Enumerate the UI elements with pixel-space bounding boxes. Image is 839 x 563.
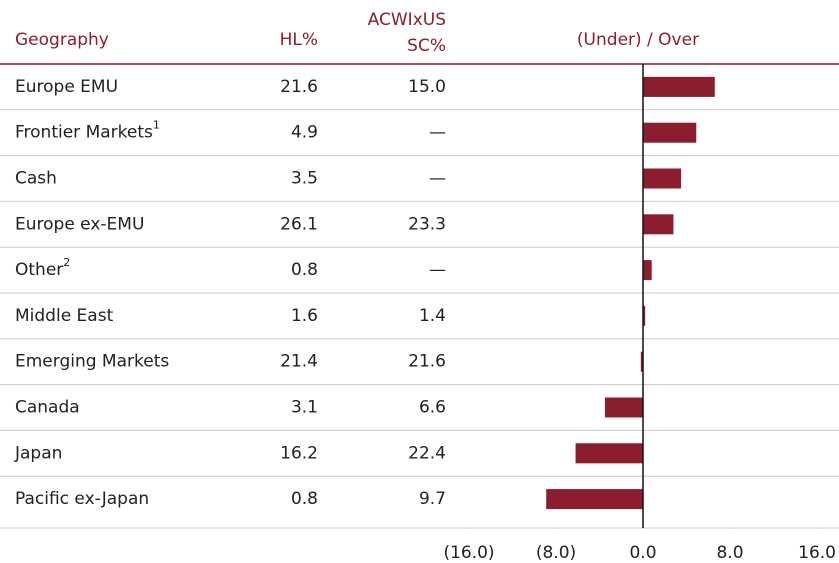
category-label: Europe ex-EMU bbox=[15, 214, 144, 234]
category-label: Europe EMU bbox=[15, 77, 118, 97]
bench-value: 15.0 bbox=[408, 77, 446, 97]
category-name: Middle East bbox=[15, 306, 114, 326]
header-hl: HL% bbox=[280, 30, 318, 50]
bench-value: — bbox=[429, 260, 446, 280]
bar bbox=[575, 443, 643, 464]
bench-value: — bbox=[429, 123, 446, 143]
category-name: Frontier Markets bbox=[15, 123, 153, 143]
bench-value: 6.6 bbox=[419, 398, 446, 418]
category-label: Frontier Markets1 bbox=[15, 119, 160, 143]
x-tick-label: (16.0) bbox=[443, 543, 494, 563]
bar bbox=[643, 260, 652, 281]
header-bench: SC% bbox=[407, 36, 446, 56]
bench-value: 23.3 bbox=[408, 214, 446, 234]
bench-value: — bbox=[429, 169, 446, 189]
category-label: Japan bbox=[14, 443, 62, 463]
bar bbox=[643, 305, 646, 326]
footnote-mark: 1 bbox=[153, 119, 160, 132]
header-diff: (Under) / Over bbox=[577, 30, 699, 50]
bar bbox=[640, 351, 643, 372]
bar bbox=[546, 489, 643, 510]
category-label: Pacific ex-Japan bbox=[15, 489, 149, 509]
hl-value: 16.2 bbox=[280, 443, 318, 463]
category-label: Canada bbox=[15, 398, 80, 418]
category-label: Emerging Markets bbox=[15, 352, 169, 372]
bar bbox=[643, 168, 682, 189]
category-label: Middle East bbox=[15, 306, 114, 326]
header-geography: Geography bbox=[15, 30, 109, 50]
category-name: Europe EMU bbox=[15, 77, 118, 97]
bar bbox=[604, 397, 643, 418]
x-tick-label: 16.0 bbox=[798, 543, 836, 563]
hl-value: 26.1 bbox=[280, 214, 318, 234]
hl-value: 0.8 bbox=[291, 489, 318, 509]
x-tick-label: 0.0 bbox=[629, 543, 656, 563]
hl-value: 3.1 bbox=[291, 398, 318, 418]
category-name: Other bbox=[15, 260, 63, 280]
hl-value: 4.9 bbox=[291, 123, 318, 143]
category-name: Europe ex-EMU bbox=[15, 214, 144, 234]
footnote-mark: 2 bbox=[63, 256, 70, 269]
category-name: Japan bbox=[14, 443, 62, 463]
bench-value: 22.4 bbox=[408, 443, 446, 463]
category-name: Pacific ex-Japan bbox=[15, 489, 149, 509]
category-name: Canada bbox=[15, 398, 80, 418]
bar bbox=[643, 214, 674, 235]
bar bbox=[643, 122, 697, 143]
hl-value: 1.6 bbox=[291, 306, 318, 326]
x-tick-label: 8.0 bbox=[716, 543, 743, 563]
hl-value: 3.5 bbox=[291, 169, 318, 189]
category-name: Emerging Markets bbox=[15, 352, 169, 372]
category-label: Other2 bbox=[15, 256, 70, 280]
hl-value: 21.4 bbox=[280, 352, 318, 372]
bench-value: 1.4 bbox=[419, 306, 446, 326]
header-bench: ACWIxUS bbox=[368, 10, 446, 30]
category-name: Cash bbox=[15, 169, 57, 189]
bar bbox=[643, 76, 715, 97]
bench-value: 9.7 bbox=[419, 489, 446, 509]
hl-value: 0.8 bbox=[291, 260, 318, 280]
hl-value: 21.6 bbox=[280, 77, 318, 97]
x-tick-label: (8.0) bbox=[536, 543, 576, 563]
bench-value: 21.6 bbox=[408, 352, 446, 372]
category-label: Cash bbox=[15, 169, 57, 189]
